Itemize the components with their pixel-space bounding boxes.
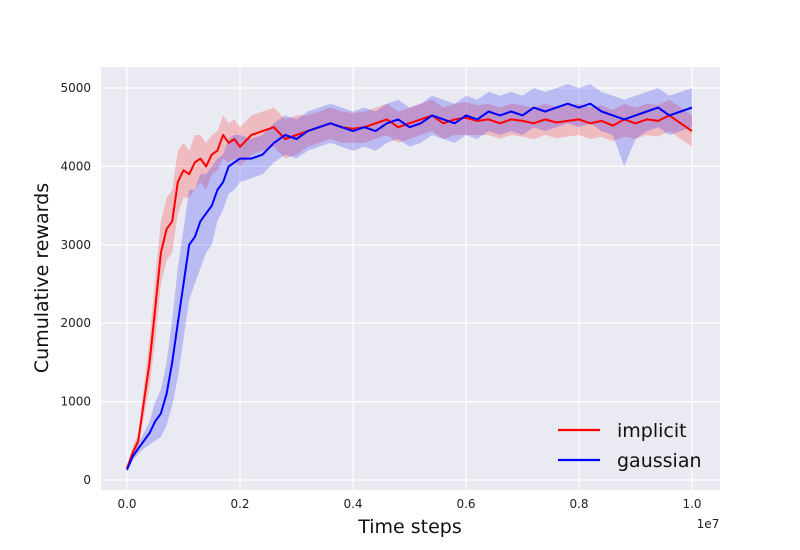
y-tick-label: 5000 (60, 81, 91, 95)
y-tick-label: 3000 (60, 238, 91, 252)
plot-area (101, 67, 720, 490)
x-axis-title: Time steps (357, 516, 462, 538)
x-axis-offset-label: 1e7 (697, 517, 720, 531)
y-tick-label: 0 (83, 473, 91, 487)
x-tick-label: 0.2 (230, 497, 249, 511)
legend-label-gaussian: gaussian (617, 450, 702, 472)
y-tick-label: 1000 (60, 395, 91, 409)
series-line-implicit (126, 114, 693, 469)
y-axis-title: Cumulative rewards (31, 183, 53, 373)
confidence-band-implicit (127, 99, 692, 471)
x-tick-label: 1.0 (682, 497, 701, 511)
legend: implicit gaussian (558, 420, 702, 472)
x-tick-label: 0.4 (343, 497, 362, 511)
series-line-gaussian (126, 102, 693, 471)
tick-labels: 0.0 0.2 0.4 0.6 0.8 1.0 0 1000 2000 3000 4000 5000 (60, 81, 701, 511)
series-lines (126, 102, 693, 471)
x-tick-label: 0.0 (117, 497, 136, 511)
x-tick-label: 0.8 (569, 497, 588, 511)
legend-label-implicit: implicit (617, 420, 687, 442)
y-tick-label: 2000 (60, 316, 91, 330)
grid-lines (101, 67, 720, 490)
y-tick-label: 4000 (60, 159, 91, 173)
x-tick-label: 0.6 (456, 497, 475, 511)
